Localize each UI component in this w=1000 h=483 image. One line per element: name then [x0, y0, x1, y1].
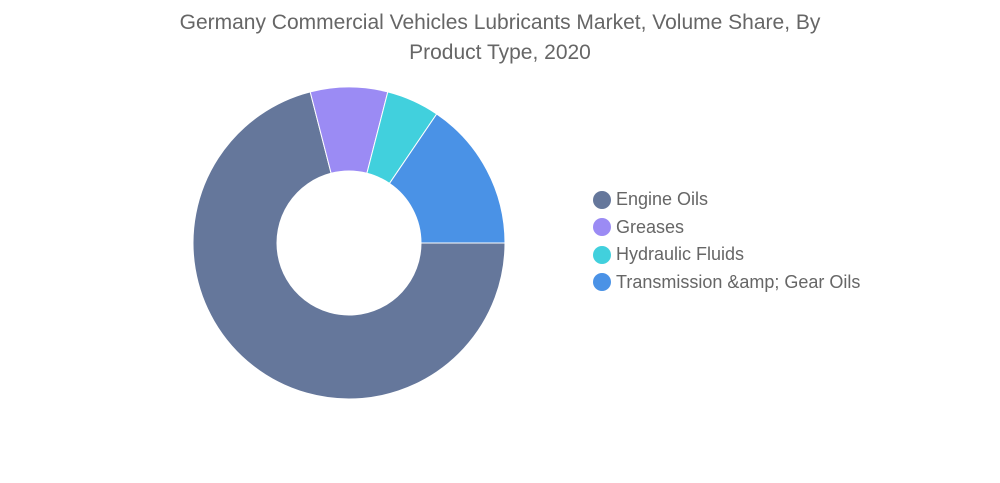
legend-swatch	[593, 218, 611, 237]
chart-legend: Engine Oils Greases Hydraulic Fluids Transm…	[593, 186, 860, 296]
legend-label: Hydraulic Fluids	[616, 244, 745, 265]
legend-swatch	[593, 273, 611, 292]
chart-title: Germany Commercial Vehicles Lubricants M…	[100, 8, 900, 68]
legend-item-transmission-amp-gear-oils: Transmission &amp; Gear Oils	[593, 269, 860, 297]
legend-item-engine-oils: Engine Oils	[593, 186, 860, 214]
legend-label: Greases	[616, 216, 685, 237]
chart-title-line-1: Germany Commercial Vehicles Lubricants M…	[179, 11, 821, 34]
legend-label: Engine Oils	[616, 189, 709, 210]
legend-swatch	[593, 190, 611, 209]
legend-swatch	[593, 245, 611, 264]
legend-label: Transmission &amp; Gear Oils	[616, 271, 861, 292]
legend-item-hydraulic-fluids: Hydraulic Fluids	[593, 241, 860, 269]
chart-title-line-2: Product Type, 2020	[409, 41, 591, 64]
slice-engine-oils	[192, 91, 506, 400]
slice-transmission-amp-gear-oils	[388, 113, 506, 244]
legend-item-greases: Greases	[593, 214, 860, 242]
